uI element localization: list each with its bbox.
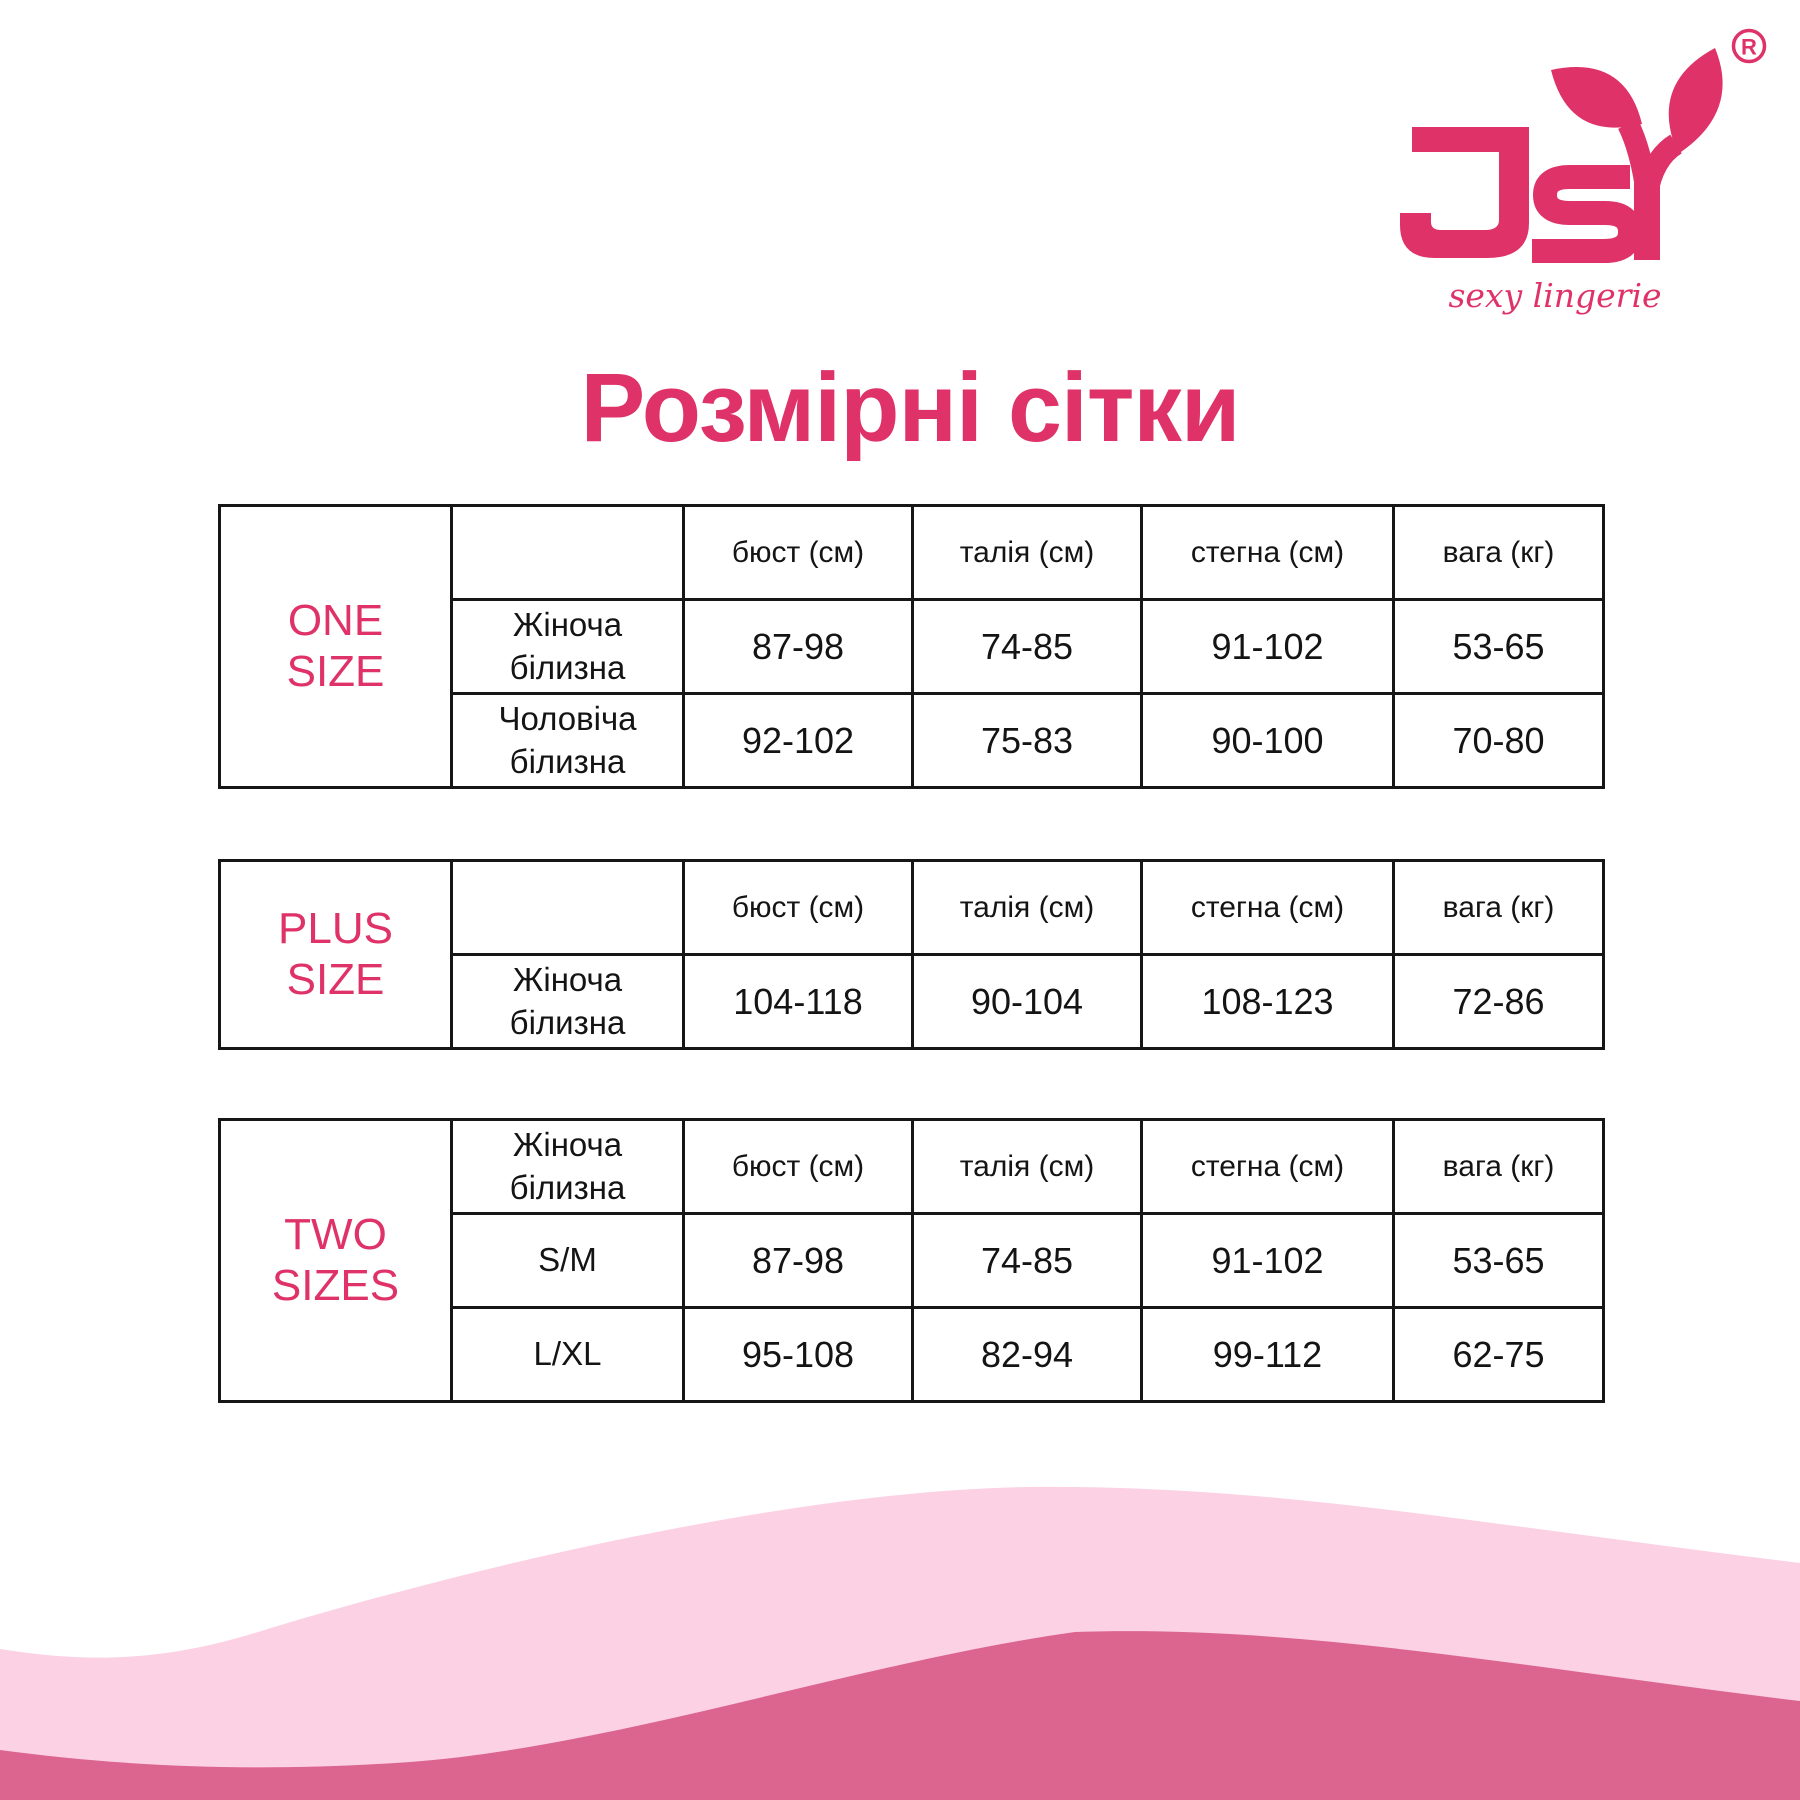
cell-value: 53-65 (1392, 598, 1605, 695)
page-title: Розмірні сітки (580, 353, 1240, 462)
column-header-bust: бюст (см) (682, 1118, 914, 1215)
cell-value: 104-118 (682, 953, 914, 1050)
table-row: PLUS SIZE бюст (см) талія (см) стегна (с… (218, 859, 1605, 1050)
column-header-weight: вага (кг) (1392, 1118, 1605, 1215)
registered-trademark-icon: R (1731, 28, 1767, 64)
cell-value: 74-85 (911, 1212, 1143, 1309)
column-header-weight: вага (кг) (1392, 504, 1605, 601)
size-label-one-size: ONE SIZE (218, 504, 453, 789)
column-header-waist: талія (см) (911, 859, 1143, 956)
column-header-hips: стегна (см) (1140, 504, 1395, 601)
column-header-hips: стегна (см) (1140, 859, 1395, 956)
table-row: Жіноча білизна 87-98 74-85 91-102 53-65 (220, 598, 1605, 695)
table-row: Жіноча білизна 104-118 90-104 108-123 72… (220, 953, 1605, 1050)
cell-value: 53-65 (1392, 1212, 1605, 1309)
cell-value: 92-102 (682, 692, 914, 789)
size-label-line: PLUS (278, 904, 393, 954)
corner-cell: Жіноча білизна (450, 1118, 685, 1215)
svg-text:R: R (1741, 35, 1757, 60)
size-label-line: SIZE (286, 646, 385, 696)
cell-value: 72-86 (1392, 953, 1605, 1050)
row-label: Жіноча білизна (450, 953, 685, 1050)
logo-leaf-right-icon (1668, 48, 1723, 154)
size-label-line: SIZE (286, 954, 385, 1004)
row-label: S/M (450, 1212, 685, 1309)
column-header-waist: талія (см) (911, 504, 1143, 601)
row-label: L/XL (450, 1306, 685, 1403)
size-label-line: ONE (287, 596, 384, 646)
cell-value: 99-112 (1140, 1306, 1395, 1403)
cell-value: 90-100 (1140, 692, 1395, 789)
table-row: Чоловіча білизна 92-102 75-83 90-100 70-… (220, 692, 1605, 789)
logo-letter-y (1618, 119, 1683, 260)
table-row: S/M 87-98 74-85 91-102 53-65 (220, 1212, 1605, 1309)
column-header-bust: бюст (см) (682, 504, 914, 601)
cell-value: 75-83 (911, 692, 1143, 789)
size-label-line: TWO (284, 1210, 387, 1260)
cell-value: 87-98 (682, 598, 914, 695)
column-header-waist: талія (см) (911, 1118, 1143, 1215)
size-table-two-sizes: TWO SIZES Жіноча білизна бюст (см) талія… (218, 1118, 1605, 1403)
size-label-two-sizes: TWO SIZES (218, 1118, 453, 1403)
logo-letter-j (1400, 127, 1529, 258)
row-label: Чоловіча білизна (450, 692, 685, 789)
cell-value: 70-80 (1392, 692, 1605, 789)
cell-value: 90-104 (911, 953, 1143, 1050)
row-label: Жіноча білизна (450, 598, 685, 695)
cell-value: 82-94 (911, 1306, 1143, 1403)
bottom-waves (0, 1486, 1800, 1800)
cell-value: 95-108 (682, 1306, 914, 1403)
logo-tagline: sexy lingerie (1448, 276, 1661, 315)
cell-value: 74-85 (911, 598, 1143, 695)
corner-cell (450, 504, 685, 601)
size-label-plus-size: PLUS SIZE (218, 859, 453, 1050)
size-table-one-size: ONE SIZE бюст (см) талія (см) стегна (см… (218, 504, 1605, 789)
wave-dark-pink (0, 1631, 1800, 1800)
size-table-plus-size: PLUS SIZE бюст (см) талія (см) стегна (с… (218, 859, 1605, 1050)
column-header-weight: вага (кг) (1392, 859, 1605, 956)
cell-value: 87-98 (682, 1212, 914, 1309)
column-header-hips: стегна (см) (1140, 1118, 1395, 1215)
table-row: ONE SIZE бюст (см) талія (см) стегна (см… (218, 504, 1605, 789)
size-label-line: SIZES (271, 1260, 400, 1310)
logo-leaf-left-icon (1551, 67, 1642, 128)
cell-value: 91-102 (1140, 598, 1395, 695)
cell-value: 108-123 (1140, 953, 1395, 1050)
logo-letter-s (1532, 165, 1643, 263)
cell-value: 62-75 (1392, 1306, 1605, 1403)
table-row: TWO SIZES Жіноча білизна бюст (см) талія… (218, 1118, 1605, 1403)
table-row: L/XL 95-108 82-94 99-112 62-75 (220, 1306, 1605, 1403)
jsy-logo: JSY R sexy lingerie (1400, 28, 1767, 315)
corner-cell (450, 859, 685, 956)
cell-value: 91-102 (1140, 1212, 1395, 1309)
column-header-bust: бюст (см) (682, 859, 914, 956)
